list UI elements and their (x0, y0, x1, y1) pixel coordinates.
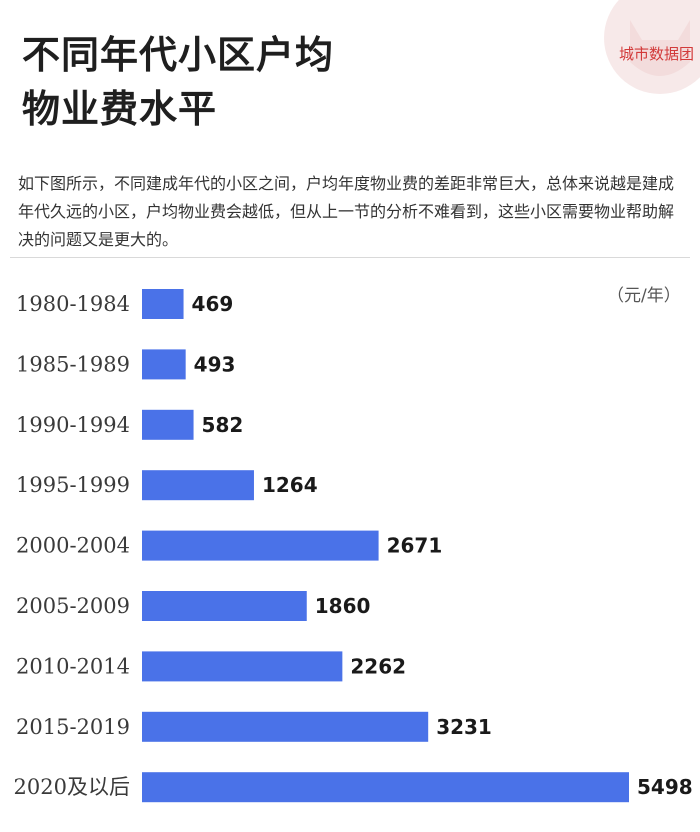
category-label: 1990-1994 (16, 413, 130, 437)
bar (142, 289, 184, 319)
value-label: 2262 (350, 654, 406, 678)
page-title: 不同年代小区户均 物业费水平 (22, 28, 542, 136)
title-line-1: 不同年代小区户均 (22, 33, 335, 77)
category-label: 2000-2004 (16, 534, 130, 558)
category-label: 1985-1989 (16, 352, 130, 376)
brand-name: 城市数据团 (618, 45, 694, 63)
category-label: 2005-2009 (16, 594, 130, 618)
category-label: 2015-2019 (16, 715, 130, 739)
bar (142, 651, 343, 682)
description-text: 如下图所示，不同建成年代的小区之间，户均年度物业费的差距非常巨大，总体来说越是建… (18, 174, 675, 249)
bar (142, 711, 429, 742)
value-label: 3231 (436, 715, 492, 739)
bar (142, 530, 379, 561)
bar (142, 409, 194, 440)
value-label: 5498 (637, 775, 693, 799)
title-line-2: 物业费水平 (22, 87, 218, 131)
value-label: 493 (194, 352, 236, 376)
cat-logo-icon (604, 0, 700, 94)
value-label: 1860 (315, 594, 371, 618)
value-label: 469 (192, 292, 234, 316)
category-label: 1995-1999 (16, 473, 130, 497)
value-label: 1264 (262, 473, 318, 497)
category-label: 2020及以后 (14, 775, 130, 799)
value-label: 2671 (387, 534, 443, 558)
category-label: 1980-1984 (16, 292, 130, 316)
category-label: 2010-2014 (16, 654, 130, 678)
value-label: 582 (202, 413, 244, 437)
brand-logo (590, 0, 700, 100)
bar (142, 591, 307, 621)
bar (142, 772, 629, 803)
divider (10, 257, 690, 258)
bar (142, 349, 186, 380)
unit-label: （元/年） (607, 286, 681, 306)
bar (142, 470, 254, 501)
